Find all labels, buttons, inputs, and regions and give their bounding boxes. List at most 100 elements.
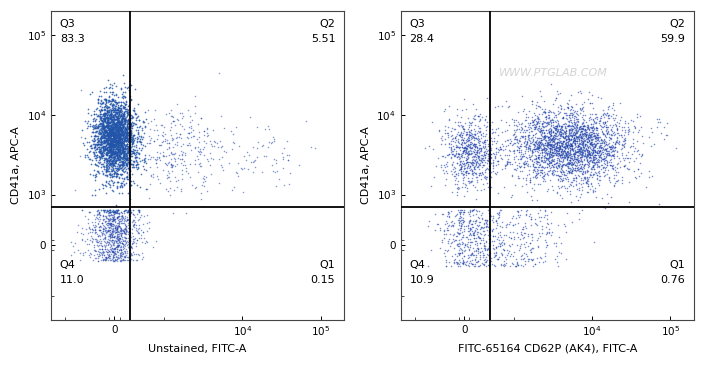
Point bbox=[193, 161, 204, 166]
Point bbox=[95, 223, 106, 229]
Point bbox=[116, 141, 127, 146]
Point bbox=[149, 116, 160, 122]
Point bbox=[572, 124, 583, 130]
Point bbox=[553, 162, 565, 168]
Point bbox=[121, 218, 132, 224]
Point bbox=[467, 133, 479, 139]
Point bbox=[163, 153, 174, 158]
Point bbox=[544, 128, 555, 134]
Point bbox=[104, 135, 116, 141]
Point bbox=[118, 145, 129, 151]
Point bbox=[546, 132, 557, 138]
Point bbox=[108, 130, 119, 136]
Point bbox=[128, 240, 139, 246]
Point bbox=[110, 146, 121, 152]
Point bbox=[102, 117, 114, 123]
Point bbox=[94, 108, 106, 114]
Point bbox=[472, 187, 483, 193]
Point bbox=[589, 152, 601, 158]
Point bbox=[517, 153, 529, 159]
Point bbox=[189, 93, 200, 99]
Point bbox=[107, 132, 118, 138]
Point bbox=[579, 145, 590, 150]
Point bbox=[477, 144, 488, 150]
Point bbox=[486, 138, 498, 144]
Point bbox=[557, 162, 568, 168]
Point bbox=[209, 139, 221, 145]
Point bbox=[103, 216, 114, 222]
Point bbox=[100, 123, 111, 129]
Point bbox=[76, 225, 87, 231]
Point bbox=[577, 207, 588, 213]
Point bbox=[107, 173, 118, 179]
Point bbox=[478, 254, 489, 260]
Point bbox=[457, 142, 468, 148]
Point bbox=[596, 145, 608, 150]
Point bbox=[181, 134, 192, 140]
Point bbox=[545, 151, 556, 157]
Point bbox=[109, 97, 120, 103]
Point bbox=[96, 147, 107, 153]
Point bbox=[110, 83, 121, 89]
Point bbox=[453, 151, 465, 157]
Point bbox=[100, 123, 111, 129]
Point bbox=[558, 138, 569, 143]
Point bbox=[479, 224, 490, 230]
Point bbox=[490, 252, 501, 258]
Point bbox=[104, 128, 116, 134]
Point bbox=[505, 140, 516, 146]
Point bbox=[101, 96, 112, 101]
Point bbox=[102, 144, 113, 150]
Point bbox=[608, 162, 619, 168]
Point bbox=[605, 158, 616, 164]
Point bbox=[546, 152, 557, 158]
Point bbox=[103, 212, 114, 218]
Point bbox=[104, 162, 115, 168]
Point bbox=[74, 250, 85, 256]
Point bbox=[111, 234, 123, 240]
Point bbox=[116, 159, 128, 165]
Point bbox=[109, 132, 121, 138]
Point bbox=[99, 218, 111, 224]
Point bbox=[90, 173, 102, 179]
Point bbox=[109, 208, 121, 214]
Point bbox=[107, 145, 118, 151]
Point bbox=[105, 136, 116, 142]
Point bbox=[602, 150, 613, 156]
Point bbox=[582, 157, 593, 162]
Point bbox=[555, 184, 566, 190]
Point bbox=[107, 125, 118, 131]
Point bbox=[167, 210, 178, 216]
Point bbox=[595, 115, 606, 121]
Point bbox=[606, 124, 618, 130]
Point bbox=[122, 138, 133, 143]
Point bbox=[152, 173, 163, 179]
Point bbox=[92, 216, 104, 222]
Point bbox=[559, 130, 570, 136]
Point bbox=[586, 166, 597, 172]
Point bbox=[560, 151, 571, 157]
Point bbox=[449, 220, 460, 226]
Point bbox=[573, 210, 584, 215]
Point bbox=[103, 152, 114, 158]
Point bbox=[121, 156, 133, 162]
Point bbox=[94, 146, 106, 151]
Point bbox=[121, 85, 133, 91]
Point bbox=[658, 137, 670, 142]
Point bbox=[114, 171, 125, 177]
Point bbox=[572, 153, 584, 158]
Point bbox=[125, 244, 136, 250]
Point bbox=[122, 217, 133, 223]
Point bbox=[104, 120, 116, 126]
Point bbox=[116, 237, 128, 242]
Point bbox=[458, 253, 470, 258]
Point bbox=[614, 100, 625, 106]
Point bbox=[493, 240, 504, 246]
Point bbox=[568, 145, 580, 151]
Point bbox=[617, 127, 628, 132]
Point bbox=[443, 152, 454, 158]
Point bbox=[178, 141, 189, 147]
Point bbox=[608, 172, 620, 178]
Point bbox=[461, 168, 472, 174]
Point bbox=[95, 141, 106, 147]
